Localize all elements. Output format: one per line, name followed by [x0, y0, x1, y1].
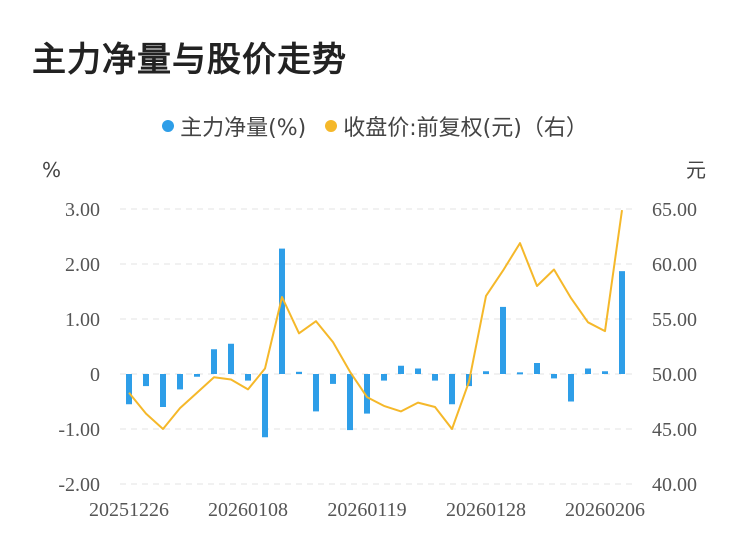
- net-volume-bar: [364, 374, 370, 414]
- left-axis-unit: %: [42, 158, 61, 182]
- net-volume-bar: [313, 374, 319, 412]
- net-volume-bar: [534, 363, 540, 374]
- legend-dot-close-price: [325, 120, 338, 132]
- net-volume-bar: [194, 374, 200, 377]
- net-volume-bar: [619, 271, 625, 374]
- net-volume-bar: [381, 374, 387, 381]
- gridlines: [120, 208, 632, 485]
- x-tick-label: 20251226: [89, 499, 169, 521]
- right-axis-unit: 元: [686, 158, 706, 182]
- legend-item-net-volume[interactable]: 主力净量(%): [162, 110, 306, 142]
- net-volume-bar: [415, 368, 421, 374]
- left-tick-label: -1.00: [58, 419, 100, 441]
- right-tick-label: 55.00: [652, 309, 697, 331]
- net-volume-bar: [330, 374, 336, 384]
- legend-dot-net-volume: [162, 120, 175, 132]
- net-volume-bar: [602, 371, 608, 374]
- net-volume-bar: [398, 365, 404, 374]
- net-volume-bar: [483, 371, 489, 374]
- left-tick-label: 2.00: [65, 254, 100, 276]
- net-volume-bar: [517, 372, 523, 375]
- net-volume-bar: [296, 371, 302, 374]
- x-tick-label: 20260128: [446, 499, 526, 521]
- legend-label-net-volume: 主力净量(%): [180, 116, 307, 141]
- net-volume-bar: [228, 343, 234, 374]
- net-volume-bar: [551, 374, 557, 379]
- net-volume-bar: [245, 374, 251, 381]
- right-tick-label: 60.00: [652, 254, 697, 276]
- close-price-line-group: [128, 209, 623, 430]
- x-tick-label: 20260119: [327, 499, 406, 521]
- legend-label-close-price: 收盘价:前复权(元)（右）: [343, 116, 588, 141]
- legend-item-close-price[interactable]: 收盘价:前复权(元)（右）: [325, 110, 588, 142]
- left-tick-label: 1.00: [65, 309, 100, 331]
- left-tick-label: 3.00: [65, 199, 100, 221]
- net-volume-bar: [347, 374, 353, 431]
- net-volume-bar: [160, 374, 166, 407]
- net-volume-bar: [126, 374, 132, 405]
- x-axis-labels: 20251226 20260108 20260119 20260128 20260206: [89, 499, 645, 521]
- right-tick-label: 65.00: [652, 199, 697, 221]
- right-tick-label: 40.00: [652, 474, 697, 496]
- net-volume-bar: [279, 248, 285, 374]
- right-tick-label: 50.00: [652, 364, 697, 386]
- left-tick-label: -2.00: [58, 474, 100, 496]
- net-volume-bar: [500, 306, 506, 374]
- net-volume-bar: [568, 374, 574, 402]
- net-volume-bar: [449, 374, 455, 405]
- right-axis-labels: 65.00 60.00 55.00 50.00 45.00 40.00: [652, 199, 697, 496]
- right-tick-label: 45.00: [652, 419, 697, 441]
- net-volume-bar: [143, 374, 149, 387]
- x-tick-label: 20260108: [208, 499, 288, 521]
- close-price-line: [128, 209, 623, 430]
- left-axis-labels: 3.00 2.00 1.00 0 -1.00 -2.00: [58, 199, 100, 496]
- net-volume-bars: [126, 248, 625, 438]
- chart-title: 主力净量与股价走势: [32, 40, 347, 80]
- net-volume-bar: [585, 368, 591, 374]
- legend: 主力净量(%) 收盘价:前复权(元)（右）: [0, 110, 750, 142]
- left-tick-label: 0: [90, 364, 100, 386]
- x-tick-label: 20260206: [565, 499, 645, 521]
- net-volume-bar: [177, 374, 183, 390]
- net-volume-bar: [211, 349, 217, 374]
- net-volume-bar: [432, 374, 438, 381]
- net-volume-bar: [262, 374, 268, 438]
